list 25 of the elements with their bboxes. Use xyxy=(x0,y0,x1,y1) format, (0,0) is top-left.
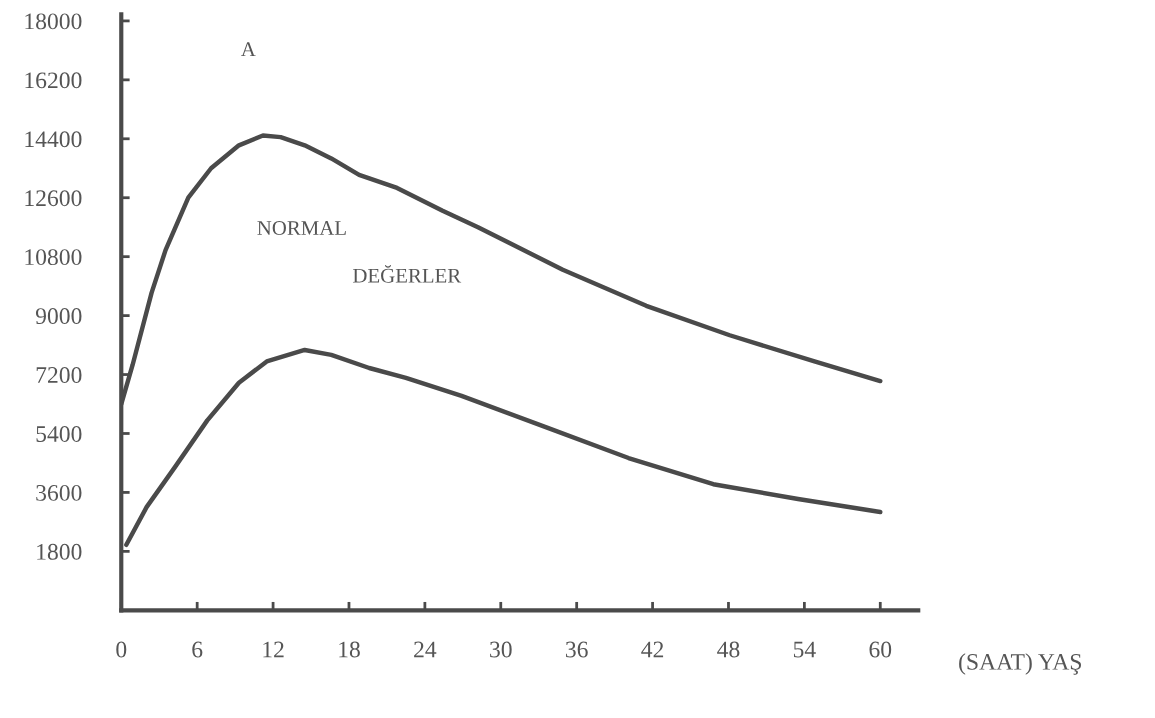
x-tick-label: 30 xyxy=(490,641,512,658)
x-tick-label: 24 xyxy=(414,641,437,658)
x-tick-label: 12 xyxy=(263,641,284,658)
y-tick-label: 10800 xyxy=(25,249,82,266)
y-tick-label: 5400 xyxy=(36,425,82,442)
x-tick-label: 54 xyxy=(793,641,816,658)
x-tick-label: 18 xyxy=(339,641,360,658)
x-tick-label: 60 xyxy=(869,641,892,658)
y-tick-label: 12600 xyxy=(25,190,82,207)
y-tick-label: 9000 xyxy=(35,308,82,325)
y-tick-label: 14400 xyxy=(25,131,82,148)
y-tick-label: 1800 xyxy=(37,543,82,560)
y-tick-label: 3600 xyxy=(36,484,82,501)
annotation: A xyxy=(241,42,256,57)
x-axis-title: (SAAT) YAŞ xyxy=(959,653,1081,675)
y-tick-label: 16200 xyxy=(25,72,82,89)
x-tick-label: 6 xyxy=(192,641,203,658)
x-tick-label: 0 xyxy=(116,641,127,658)
x-tick-label: 36 xyxy=(566,641,588,658)
y-tick-label: 7200 xyxy=(36,367,82,383)
y-tick-label: 18000 xyxy=(25,13,82,30)
x-tick-label: 42 xyxy=(641,641,664,658)
annotation: NORMAL xyxy=(257,221,346,236)
x-tick-label: 48 xyxy=(717,641,740,658)
annotation: DEĞERLER xyxy=(352,264,462,283)
